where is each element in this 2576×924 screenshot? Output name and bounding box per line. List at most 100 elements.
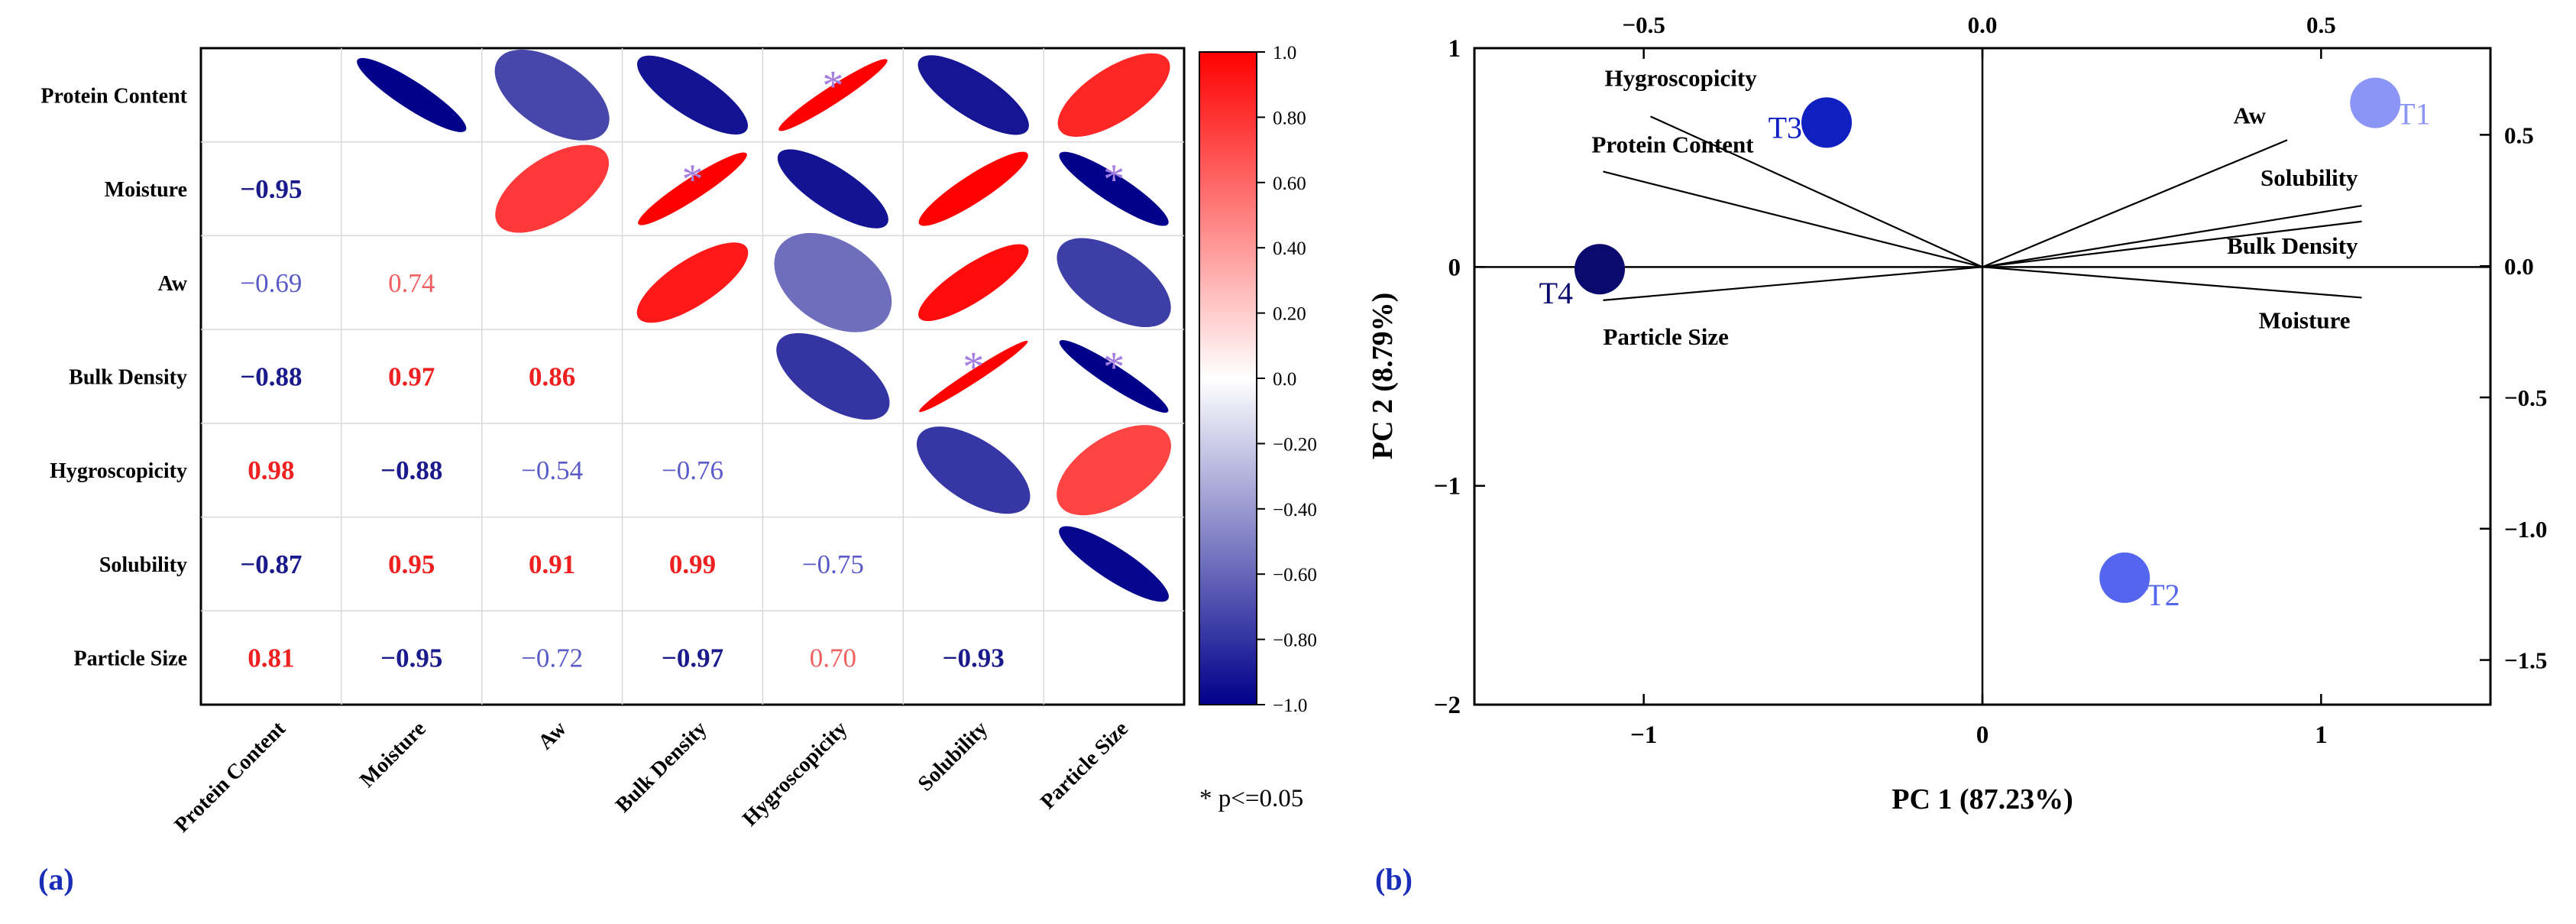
loading-label-protein-content: Protein Content	[1591, 131, 1754, 157]
colorbar-tick-label: 0.60	[1273, 173, 1306, 194]
correlation-ellipse-hygroscopicity-particle-size	[1057, 425, 1171, 516]
correlation-ellipse-moisture-bulk-density	[638, 152, 747, 225]
correlation-cells: * −0.95 * * −0.69 0.74 −0.88 0.97 0.86 * * 0.98 −0.8…	[240, 49, 1171, 673]
score-label-t3: T3	[1769, 110, 1802, 144]
correlation-ellipse-solubility-particle-size	[1059, 526, 1169, 602]
loading-vector-bulk-density	[1982, 220, 2362, 268]
score-label-t1: T1	[2396, 97, 2430, 131]
correlation-value-particle-size-bulk-density: −0.97	[662, 644, 723, 673]
significance-star: *	[1103, 344, 1125, 391]
loading-label-particle-size: Particle Size	[1603, 323, 1728, 350]
correlation-value-bulk-density-protein-content: −0.88	[240, 362, 302, 392]
correlation-value-particle-size-protein-content: 0.81	[248, 644, 294, 673]
colorbar-tick-label: 0.80	[1273, 108, 1306, 128]
loading-vector-hygroscopicity	[1650, 115, 1983, 268]
significance-star: *	[682, 156, 704, 203]
correlation-value-hygroscopicity-aw: −0.54	[521, 456, 583, 485]
significance-star: *	[822, 62, 843, 109]
correlation-ellipse-bulk-density-hygroscopicity	[776, 332, 890, 420]
pca-x-tick-label: 0	[1976, 721, 1989, 749]
colorbar-tick-label: −0.80	[1273, 631, 1317, 651]
pca-right-tick-label: 0.0	[2504, 253, 2534, 280]
pca-y-tick-label: −1	[1434, 473, 1461, 501]
colorbar	[1199, 51, 1257, 705]
pca-y-axis-label: PC 2 (8.79%)	[1367, 293, 1399, 459]
correlation-grid	[201, 48, 1184, 705]
colorbar-tick-label: −0.40	[1273, 500, 1317, 520]
row-label-aw: Aw	[158, 272, 188, 296]
loading-vector-protein-content	[1603, 170, 1983, 268]
row-label-particle-size: Particle Size	[74, 647, 187, 671]
pca-loadings: Aw Solubility Bulk Density Moisture Hygrosco…	[1591, 64, 2362, 350]
loading-vector-moisture	[1982, 266, 2362, 299]
correlation-value-hygroscopicity-moisture: −0.88	[380, 456, 442, 485]
loading-label-solubility: Solubility	[2260, 164, 2358, 191]
correlation-value-hygroscopicity-bulk-density: −0.76	[662, 456, 723, 485]
colorbar-tick-label: 1.0	[1273, 43, 1296, 63]
correlation-ellipse-protein-content-aw	[494, 49, 610, 141]
correlation-value-particle-size-aw: −0.72	[521, 644, 583, 673]
panel-label-b: (b)	[1375, 862, 1413, 896]
pca-x-tick-label: −1	[1630, 721, 1657, 749]
pca-x-tick-label: 1	[2315, 721, 2328, 749]
correlation-value-solubility-hygroscopicity: −0.75	[802, 550, 864, 579]
correlation-ellipse-aw-bulk-density	[636, 242, 749, 323]
loading-vector-aw	[1982, 139, 2288, 268]
pca-axes: −1 0 1 1 0 −1 −2 −0.5 0.0 0.5 0.5 0.0 −0.5 −1.0 −1.5	[1434, 11, 2548, 749]
correlation-frame	[199, 47, 1186, 706]
correlation-value-particle-size-hygroscopicity: 0.70	[810, 644, 856, 673]
pca-x-axis-label: PC 1 (87.23%)	[1892, 783, 2073, 815]
correlation-ellipse-bulk-density-particle-size	[1059, 339, 1169, 413]
correlation-value-aw-protein-content: −0.69	[240, 268, 302, 298]
significance-note: * p<=0.05	[1199, 785, 1303, 812]
loading-label-bulk-density: Bulk Density	[2227, 232, 2358, 259]
pca-right-tick-label: −1.0	[2504, 516, 2547, 543]
score-point-t1	[2350, 77, 2401, 128]
pca-y-tick-label: −2	[1434, 692, 1461, 719]
score-point-t4	[1574, 244, 1626, 295]
correlation-value-aw-moisture: 0.74	[388, 268, 435, 298]
loading-vector-solubility	[1982, 205, 2362, 268]
colorbar-tick-label: 0.20	[1273, 304, 1306, 325]
pca-right-tick-label: −1.5	[2504, 647, 2547, 674]
loading-label-aw: Aw	[2234, 102, 2267, 128]
correlation-ellipse-aw-hygroscopicity	[774, 232, 892, 332]
correlation-ellipse-moisture-particle-size	[1059, 151, 1169, 226]
correlation-ellipse-moisture-hygroscopicity	[777, 149, 888, 229]
correlation-ellipse-protein-content-solubility	[917, 55, 1029, 135]
score-point-t2	[2099, 552, 2150, 603]
score-label-t2: T2	[2146, 578, 2180, 612]
correlation-ellipse-hygroscopicity-solubility	[916, 426, 1031, 514]
pca-right-tick-label: −0.5	[2504, 384, 2547, 411]
pca-panel: −1 0 1 1 0 −1 −2 −0.5 0.0 0.5 0.5 0.0 −0.5 −1.0 −1.5 A…	[1367, 11, 2547, 896]
correlation-ellipse-protein-content-particle-size	[1057, 53, 1170, 137]
significance-star: *	[963, 344, 984, 391]
correlation-value-bulk-density-moisture: 0.97	[388, 362, 435, 392]
colorbar-ticks: 1.0 0.80 0.60 0.40 0.20 0.0 −0.20 −0.40 −0.60 −0.…	[1257, 43, 1317, 716]
pca-y-tick-label: 1	[1448, 35, 1461, 63]
correlation-ellipse-moisture-solubility	[918, 151, 1028, 226]
pca-top-tick-label: 0.5	[2306, 11, 2336, 38]
correlation-ellipse-aw-solubility	[918, 244, 1029, 322]
row-label-hygroscopicity: Hygroscopicity	[50, 459, 187, 483]
correlation-value-hygroscopicity-protein-content: 0.98	[248, 456, 294, 485]
correlation-value-bulk-density-aw: 0.86	[529, 362, 575, 392]
pca-y-tick-label: 0	[1448, 254, 1461, 281]
correlation-value-solubility-aw: 0.91	[529, 550, 575, 579]
significance-star: *	[1103, 156, 1125, 203]
correlation-value-particle-size-moisture: −0.95	[380, 644, 442, 673]
score-label-t4: T4	[1539, 276, 1573, 310]
panel-label-a: (a)	[38, 862, 74, 896]
correlation-ellipse-moisture-aw	[495, 144, 610, 233]
row-label-solubility: Solubility	[99, 553, 187, 577]
pca-scores: T1 T2 T3 T4	[1539, 77, 2431, 612]
row-label-moisture: Moisture	[105, 178, 187, 202]
row-label-protein-content: Protein Content	[40, 84, 187, 108]
correlation-ellipse-protein-content-bulk-density	[636, 55, 749, 135]
correlation-ellipse-protein-content-moisture	[357, 57, 467, 132]
pca-top-tick-label: 0.0	[1968, 11, 1998, 38]
correlation-value-moisture-protein-content: −0.95	[240, 174, 302, 204]
loading-label-hygroscopicity: Hygroscopicity	[1605, 64, 1758, 91]
